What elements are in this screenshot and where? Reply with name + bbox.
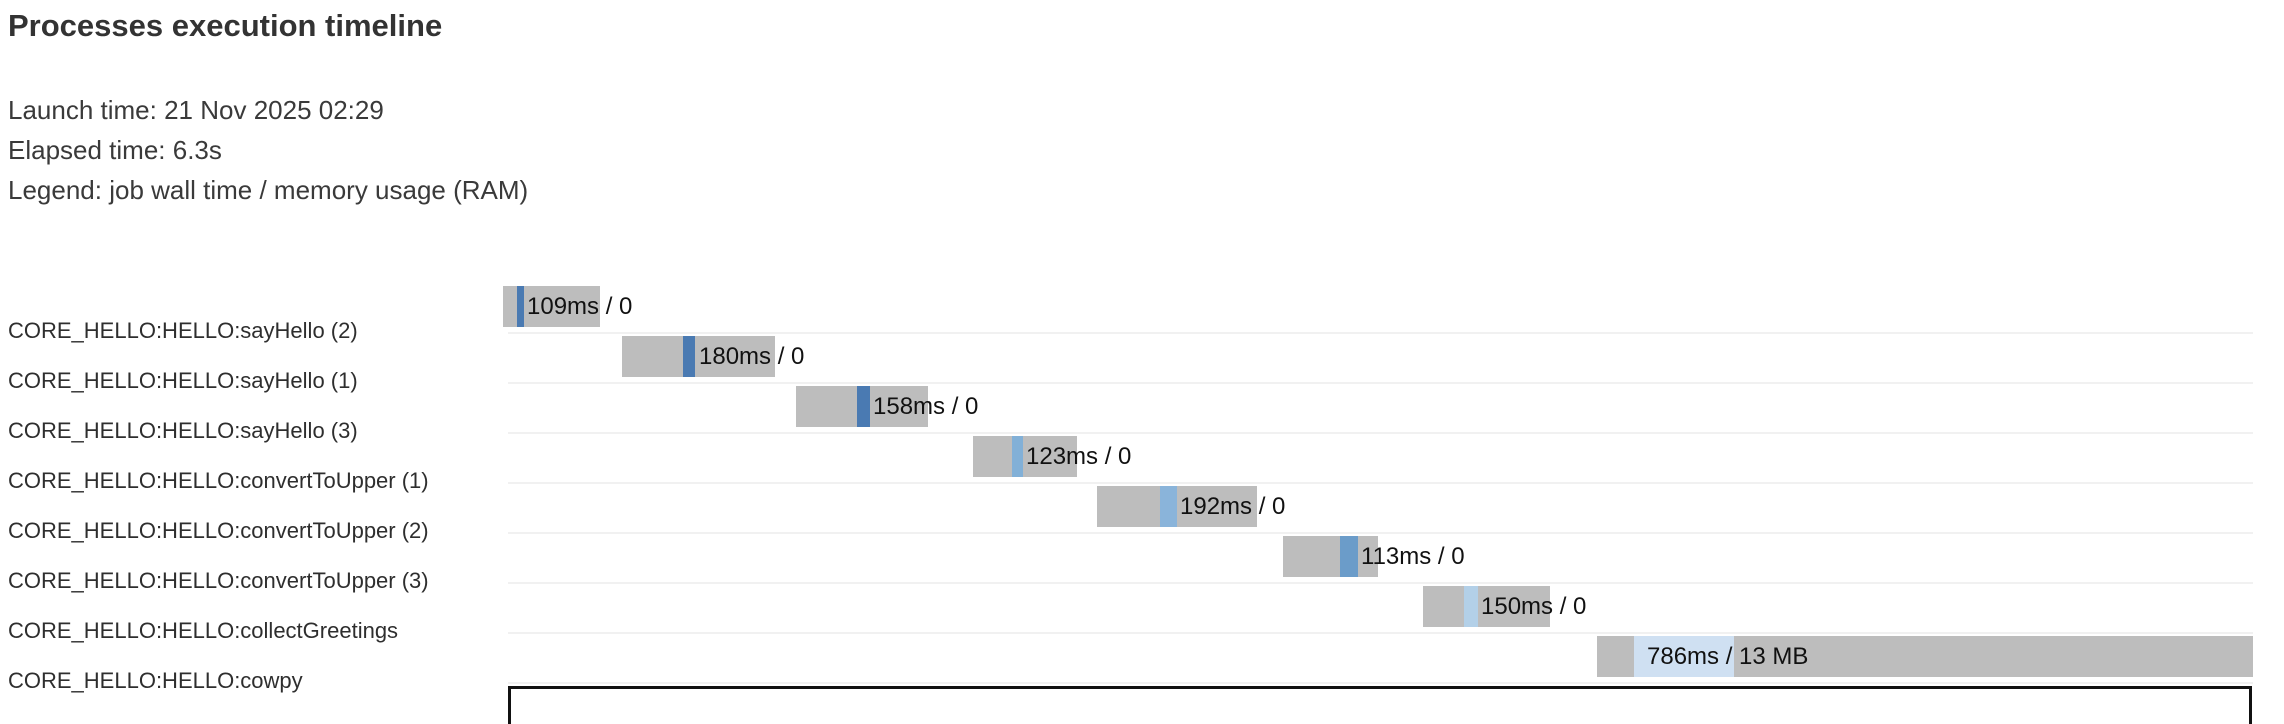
- bar-runtime-stripe: [857, 386, 870, 427]
- legend-line: Legend: job wall time / memory usage (RA…: [8, 175, 529, 205]
- bar-value-label: 113ms / 0: [1361, 543, 1465, 570]
- bar-value-label: 150ms / 0: [1481, 593, 1587, 620]
- row-separator-line: [508, 482, 2253, 484]
- row-separator-line: [508, 632, 2253, 634]
- timeline-row-label: CORE_HELLO:HELLO:collectGreetings: [8, 618, 399, 643]
- bar-runtime-stripe: [517, 286, 524, 327]
- timeline-row-label: CORE_HELLO:HELLO:convertToUpper (2): [8, 518, 429, 543]
- bar-value-label: 786ms / 13 MB: [1647, 643, 1809, 670]
- bar-runtime-stripe: [1464, 586, 1478, 627]
- timeline-row-label: CORE_HELLO:HELLO:convertToUpper (3): [8, 568, 429, 593]
- timeline-row-label: CORE_HELLO:HELLO:convertToUpper (1): [8, 468, 429, 493]
- row-separator-line: [508, 582, 2253, 584]
- bar-runtime-stripe: [683, 336, 695, 377]
- row-separator-line: [508, 382, 2253, 384]
- page-title: Processes execution timeline: [8, 8, 443, 43]
- bar-runtime-stripe: [1634, 636, 1734, 677]
- timeline-row-label: CORE_HELLO:HELLO:sayHello (3): [8, 418, 358, 443]
- timeline-row-label: CORE_HELLO:HELLO:sayHello (2): [8, 318, 358, 343]
- timeline-bar[interactable]: 123ms / 0: [973, 436, 1131, 477]
- timeline-bar[interactable]: 113ms / 0: [1283, 536, 1465, 577]
- bar-runtime-stripe: [1340, 536, 1358, 577]
- timeline-bar[interactable]: 180ms / 0: [622, 336, 804, 377]
- row-separator-line: [508, 532, 2253, 534]
- timeline-bar[interactable]: 158ms / 0: [796, 386, 978, 427]
- bottom-border-box: [508, 686, 2252, 724]
- timeline-bar[interactable]: 150ms / 0: [1423, 586, 1586, 627]
- report-metadata: Launch time: 21 Nov 2025 02:29 Elapsed t…: [8, 90, 528, 210]
- bar-runtime-stripe: [1012, 436, 1023, 477]
- bar-value-label: 192ms / 0: [1180, 493, 1286, 520]
- timeline-bar[interactable]: 786ms / 13 MB: [1597, 636, 2253, 677]
- timeline-row-label: CORE_HELLO:HELLO:cowpy: [8, 668, 303, 693]
- row-separator-line: [508, 682, 2253, 684]
- bar-value-label: 109ms / 0: [527, 293, 633, 320]
- bar-runtime-stripe: [1160, 486, 1177, 527]
- row-separator-line: [508, 432, 2253, 434]
- timeline-bar[interactable]: 192ms / 0: [1097, 486, 1285, 527]
- launch-time-line: Launch time: 21 Nov 2025 02:29: [8, 95, 384, 125]
- row-separator-line: [508, 332, 2253, 334]
- bar-value-label: 158ms / 0: [873, 393, 979, 420]
- timeline-row-label: CORE_HELLO:HELLO:sayHello (1): [8, 368, 358, 393]
- elapsed-time-line: Elapsed time: 6.3s: [8, 135, 222, 165]
- bar-value-label: 180ms / 0: [699, 343, 805, 370]
- timeline-bar[interactable]: 109ms / 0: [503, 286, 632, 327]
- bar-value-label: 123ms / 0: [1026, 443, 1132, 470]
